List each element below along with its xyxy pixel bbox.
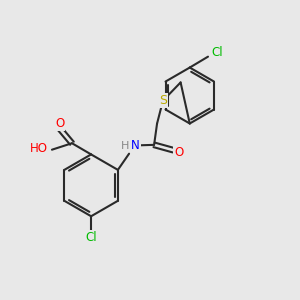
Text: Cl: Cl — [85, 231, 97, 244]
Text: H: H — [122, 141, 130, 151]
Text: N: N — [131, 139, 140, 152]
Text: S: S — [159, 94, 167, 107]
Text: O: O — [55, 117, 64, 130]
Text: HO: HO — [30, 142, 48, 155]
Text: O: O — [174, 146, 183, 159]
Text: Cl: Cl — [211, 46, 223, 59]
